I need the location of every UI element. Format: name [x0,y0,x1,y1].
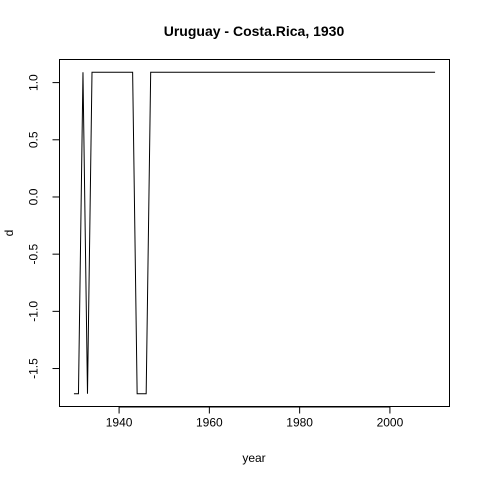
x-tick-label: 1980 [286,416,313,430]
y-tick-label: -1.0 [27,301,41,322]
x-axis-ticks: 1940 1960 1980 2000 [106,406,404,430]
x-tick-label: 1940 [106,416,133,430]
chart-title: Uruguay - Costa.Rica, 1930 [164,23,345,39]
y-tick-label: 1.0 [27,74,41,91]
y-tick-label: -0.5 [27,243,41,264]
series-layer [73,71,436,395]
x-tick-label: 1960 [196,416,223,430]
y-axis-label: d [2,230,16,237]
y-tick-label: -1.5 [27,358,41,379]
y-tick-label: 0.5 [27,131,41,148]
y-tick-label: 0.0 [27,188,41,205]
y-axis-ticks: -1.5 -1.0 -0.5 0.0 0.5 1.0 [27,74,60,379]
series-line [73,71,436,395]
x-axis-label: year [242,451,265,465]
plot-area-frame [59,59,450,407]
x-tick-label: 2000 [377,416,404,430]
